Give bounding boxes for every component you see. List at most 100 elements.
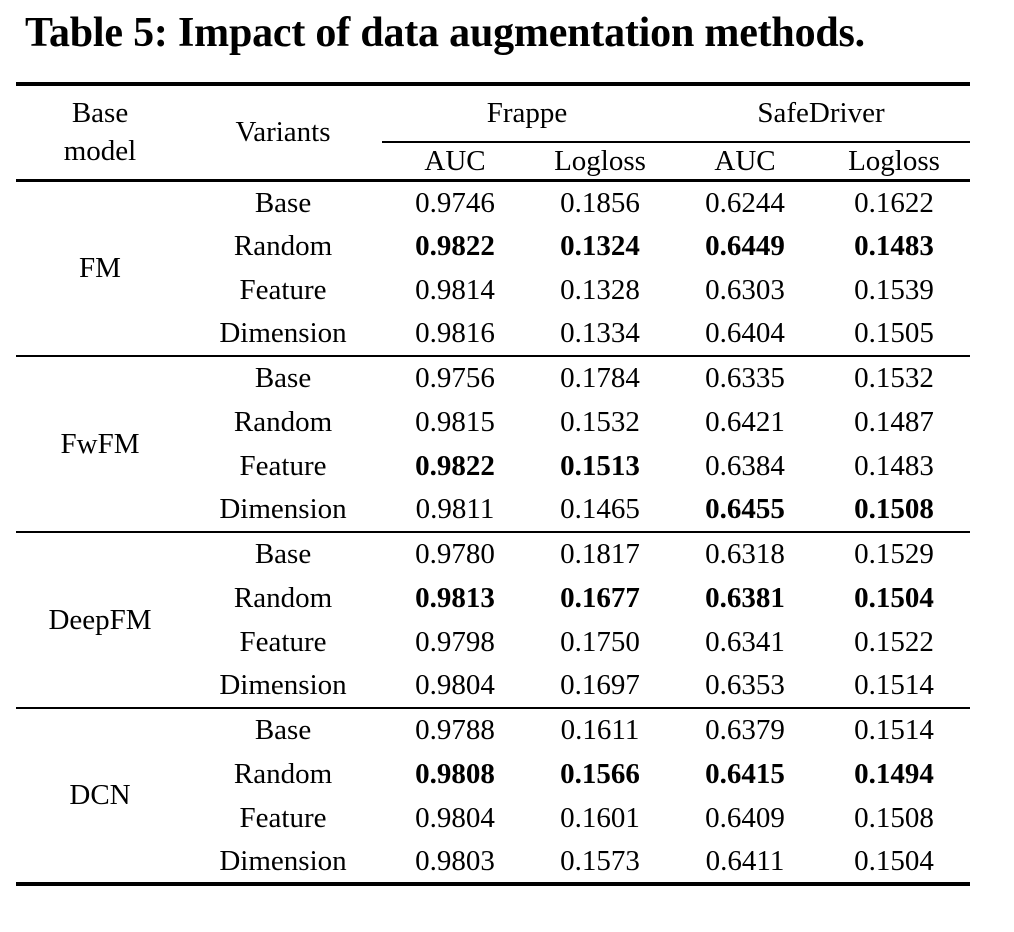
frappe-auc-value: 0.9815 xyxy=(415,405,495,438)
variant-label: Feature xyxy=(239,801,327,834)
safedriver-auc-value: 0.6381 xyxy=(705,581,785,614)
frappe-auc-value: 0.9816 xyxy=(415,317,495,350)
safedriver-logloss-value: 0.1508 xyxy=(854,801,934,834)
frappe-auc-value: 0.9813 xyxy=(415,581,495,614)
table-row: Random 0.9808 0.1566 0.6415 0.1494 xyxy=(16,752,970,796)
header-variants: Variants xyxy=(235,116,331,149)
table-row: FwFM Base 0.9756 0.1784 0.6335 0.1532 xyxy=(16,356,970,460)
frappe-logloss-value: 0.1784 xyxy=(560,362,640,395)
safedriver-auc-value: 0.6318 xyxy=(705,538,785,571)
header-group-safedriver-label: SafeDriver xyxy=(757,97,885,130)
frappe-logloss-value: 0.1328 xyxy=(560,273,640,306)
frappe-auc-value: 0.9746 xyxy=(415,186,495,219)
section-dcn: DCN Base 0.9788 0.1611 0.6379 0.1514 Ran… xyxy=(16,708,970,884)
table-row: Random 0.9813 0.1677 0.6381 0.1504 xyxy=(16,576,970,620)
frappe-logloss-value: 0.1334 xyxy=(560,317,640,350)
header-frappe-logloss: Logloss xyxy=(554,144,646,177)
header-group-safedriver: SafeDriver xyxy=(672,84,970,144)
variant-label: Feature xyxy=(239,273,327,306)
variant-label: Dimension xyxy=(219,317,347,350)
frappe-auc-value: 0.9798 xyxy=(415,625,495,658)
frappe-logloss-value: 0.1513 xyxy=(560,449,640,482)
table-row: Dimension 0.9811 0.1465 0.6455 0.1508 xyxy=(16,488,970,532)
frappe-auc-value: 0.9808 xyxy=(415,757,495,790)
frappe-logloss-value: 0.1324 xyxy=(560,229,640,262)
frappe-logloss-value: 0.1611 xyxy=(560,714,640,747)
results-table: Base model Variants Frappe SafeDriver AUC… xyxy=(16,82,970,887)
table-row: Random 0.9822 0.1324 0.6449 0.1483 xyxy=(16,224,970,268)
header-base-model-line1: Base xyxy=(71,96,129,129)
header-safedriver-auc: AUC xyxy=(714,144,776,177)
variant-label: Random xyxy=(233,581,333,614)
safedriver-auc-value: 0.6411 xyxy=(705,844,785,877)
safedriver-auc-value: 0.6455 xyxy=(705,493,785,526)
frappe-logloss-value: 0.1573 xyxy=(560,844,640,877)
variant-label: Base xyxy=(254,538,312,571)
frappe-auc-value: 0.9788 xyxy=(415,714,495,747)
safedriver-auc-value: 0.6353 xyxy=(705,669,785,702)
frappe-logloss-value: 0.1532 xyxy=(560,405,640,438)
variant-label: Base xyxy=(254,714,312,747)
base-model-label: DCN xyxy=(69,779,131,812)
safedriver-logloss-value: 0.1529 xyxy=(854,538,934,571)
frappe-auc-value: 0.9822 xyxy=(415,229,495,262)
safedriver-auc-value: 0.6335 xyxy=(705,362,785,395)
section-fwfm: FwFM Base 0.9756 0.1784 0.6335 0.1532 Ra… xyxy=(16,356,970,533)
frappe-logloss-value: 0.1465 xyxy=(560,493,640,526)
variant-label: Dimension xyxy=(219,669,347,702)
variant-label: Dimension xyxy=(219,493,347,526)
table-row: Dimension 0.9804 0.1697 0.6353 0.1514 xyxy=(16,664,970,708)
frappe-auc-value: 0.9803 xyxy=(415,844,495,877)
variant-label: Random xyxy=(233,405,333,438)
header-safedriver-logloss: Logloss xyxy=(848,144,940,177)
safedriver-logloss-value: 0.1514 xyxy=(854,669,934,702)
frappe-logloss-value: 0.1817 xyxy=(560,538,640,571)
table-header: Base model Variants Frappe SafeDriver AUC… xyxy=(16,84,970,181)
variant-label: Dimension xyxy=(219,844,347,877)
frappe-auc-value: 0.9804 xyxy=(415,669,495,702)
safedriver-logloss-value: 0.1539 xyxy=(854,273,934,306)
frappe-logloss-value: 0.1750 xyxy=(560,625,640,658)
frappe-auc-value: 0.9756 xyxy=(415,362,495,395)
header-base-model: Base model xyxy=(16,84,184,180)
frappe-auc-value: 0.9814 xyxy=(415,273,495,306)
header-group-frappe: Frappe xyxy=(382,84,672,144)
safedriver-auc-value: 0.6409 xyxy=(705,801,785,834)
variant-label: Random xyxy=(233,757,333,790)
safedriver-logloss-value: 0.1494 xyxy=(854,757,934,790)
frappe-auc-value: 0.9822 xyxy=(415,449,495,482)
section-deepfm: DeepFM Base 0.9780 0.1817 0.6318 0.1529 … xyxy=(16,532,970,709)
safedriver-logloss-value: 0.1522 xyxy=(854,625,934,658)
table-row: Feature 0.9798 0.1750 0.6341 0.1522 xyxy=(16,620,970,664)
header-frappe-auc: AUC xyxy=(424,144,486,177)
frappe-logloss-value: 0.1566 xyxy=(560,757,640,790)
frappe-auc-value: 0.9804 xyxy=(415,801,495,834)
frappe-logloss-value: 0.1601 xyxy=(560,801,640,834)
safedriver-logloss-value: 0.1483 xyxy=(854,229,934,262)
page-title: Table 5: Impact of data augmentation met… xyxy=(25,10,865,56)
base-model-label: FwFM xyxy=(60,427,140,460)
safedriver-logloss-value: 0.1532 xyxy=(854,362,934,395)
base-model-label: DeepFM xyxy=(48,603,152,636)
safedriver-logloss-value: 0.1487 xyxy=(854,405,934,438)
table-row: DCN Base 0.9788 0.1611 0.6379 0.1514 xyxy=(16,708,970,811)
table-row: Feature 0.9822 0.1513 0.6384 0.1483 xyxy=(16,444,970,488)
safedriver-auc-value: 0.6384 xyxy=(705,449,785,482)
variant-label: Random xyxy=(233,229,333,262)
variant-label: Feature xyxy=(239,625,327,658)
header-group-frappe-label: Frappe xyxy=(486,97,568,130)
frappe-auc-value: 0.9811 xyxy=(415,493,495,526)
table-row: DeepFM Base 0.9780 0.1817 0.6318 0.1529 xyxy=(16,532,970,636)
safedriver-logloss-value: 0.1505 xyxy=(854,317,934,350)
table-row: Feature 0.9804 0.1601 0.6409 0.1508 xyxy=(16,796,970,840)
safedriver-auc-value: 0.6404 xyxy=(705,317,785,350)
safedriver-logloss-value: 0.1483 xyxy=(854,449,934,482)
frappe-logloss-value: 0.1677 xyxy=(560,581,640,614)
safedriver-auc-value: 0.6303 xyxy=(705,273,785,306)
variant-label: Feature xyxy=(239,449,327,482)
safedriver-logloss-value: 0.1514 xyxy=(854,714,934,747)
variant-label: Base xyxy=(254,186,312,219)
table-row: Dimension 0.9816 0.1334 0.6404 0.1505 xyxy=(16,312,970,356)
safedriver-logloss-value: 0.1622 xyxy=(854,186,934,219)
safedriver-auc-value: 0.6449 xyxy=(705,229,785,262)
